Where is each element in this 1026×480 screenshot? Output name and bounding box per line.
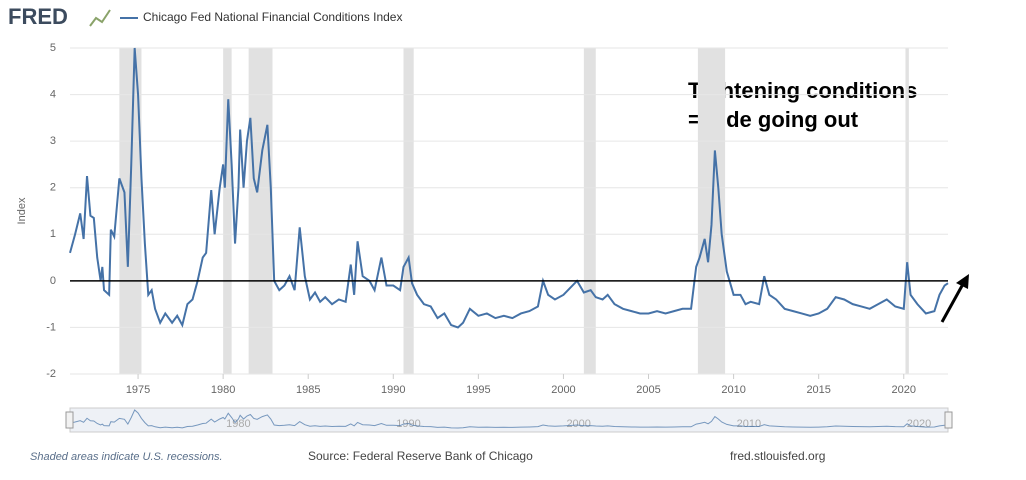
recession-band [583, 48, 596, 374]
y-tick-label: 5 [50, 42, 56, 54]
x-tick-label: 1980 [211, 384, 235, 396]
navigator-tick-label: 1980 [226, 418, 250, 430]
recession-band [905, 48, 909, 374]
x-tick-label: 2000 [551, 384, 575, 396]
recession-band [248, 48, 273, 374]
x-tick-label: 1995 [466, 384, 490, 396]
site[interactable]: fred.stlouisfed.org [730, 449, 825, 463]
legend-label: Chicago Fed National Financial Condition… [143, 10, 402, 24]
arrowhead [956, 274, 969, 289]
logo: FRED [8, 4, 68, 29]
navigator-tick-label: 2000 [566, 418, 590, 430]
navigator[interactable] [69, 407, 949, 433]
series-line [69, 47, 949, 329]
annotation: Tightening conditions [688, 78, 917, 103]
plot-area: -2 -1 0 1 2 3 4 5 1975 1980 1985 1990 1995 2000 2005 20… [46, 42, 949, 396]
x-tick-label: 2020 [892, 384, 916, 396]
navigator-handle[interactable] [944, 411, 953, 429]
recession-band [403, 48, 414, 374]
x-tick-label: 2015 [806, 384, 830, 396]
y-tick-label: -2 [46, 368, 56, 380]
navigator-line [69, 409, 949, 429]
source: Source: Federal Reserve Bank of Chicago [308, 449, 533, 463]
y-axis-label: Index [16, 197, 28, 224]
y-tick-label: -1 [46, 321, 56, 333]
x-tick-label: 2010 [721, 384, 745, 396]
navigator-series: 1980 1990 2000 2010 2020 [69, 409, 949, 430]
x-tick-label: 1975 [126, 384, 150, 396]
navigator-tick-label: 2020 [907, 418, 931, 430]
arrow [940, 283, 965, 323]
x-tick-label: 1985 [296, 384, 320, 396]
y-tick-label: 3 [50, 135, 56, 147]
navigator-handle[interactable] [65, 411, 74, 429]
recession-band [223, 48, 232, 374]
recession-note: Shaded areas indicate U.S. recessions. [30, 451, 223, 463]
navigator-tick-label: 2010 [737, 418, 761, 430]
y-tick-label: 4 [50, 88, 56, 100]
logo-icon [89, 9, 111, 27]
y-tick-label: 0 [50, 275, 56, 287]
x-tick-label: 1990 [381, 384, 405, 396]
y-tick-label: 1 [50, 228, 56, 240]
y-tick-label: 2 [50, 182, 56, 194]
x-tick-label: 2005 [636, 384, 660, 396]
